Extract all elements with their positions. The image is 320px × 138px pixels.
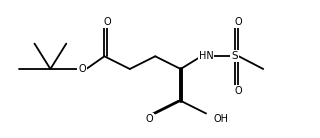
Text: O: O — [78, 64, 86, 74]
Text: O: O — [103, 17, 111, 27]
Text: O: O — [146, 114, 153, 124]
Text: O: O — [235, 86, 243, 96]
Text: HN: HN — [199, 51, 213, 61]
Text: OH: OH — [213, 114, 228, 124]
Text: S: S — [231, 51, 238, 61]
Text: O: O — [235, 17, 243, 27]
